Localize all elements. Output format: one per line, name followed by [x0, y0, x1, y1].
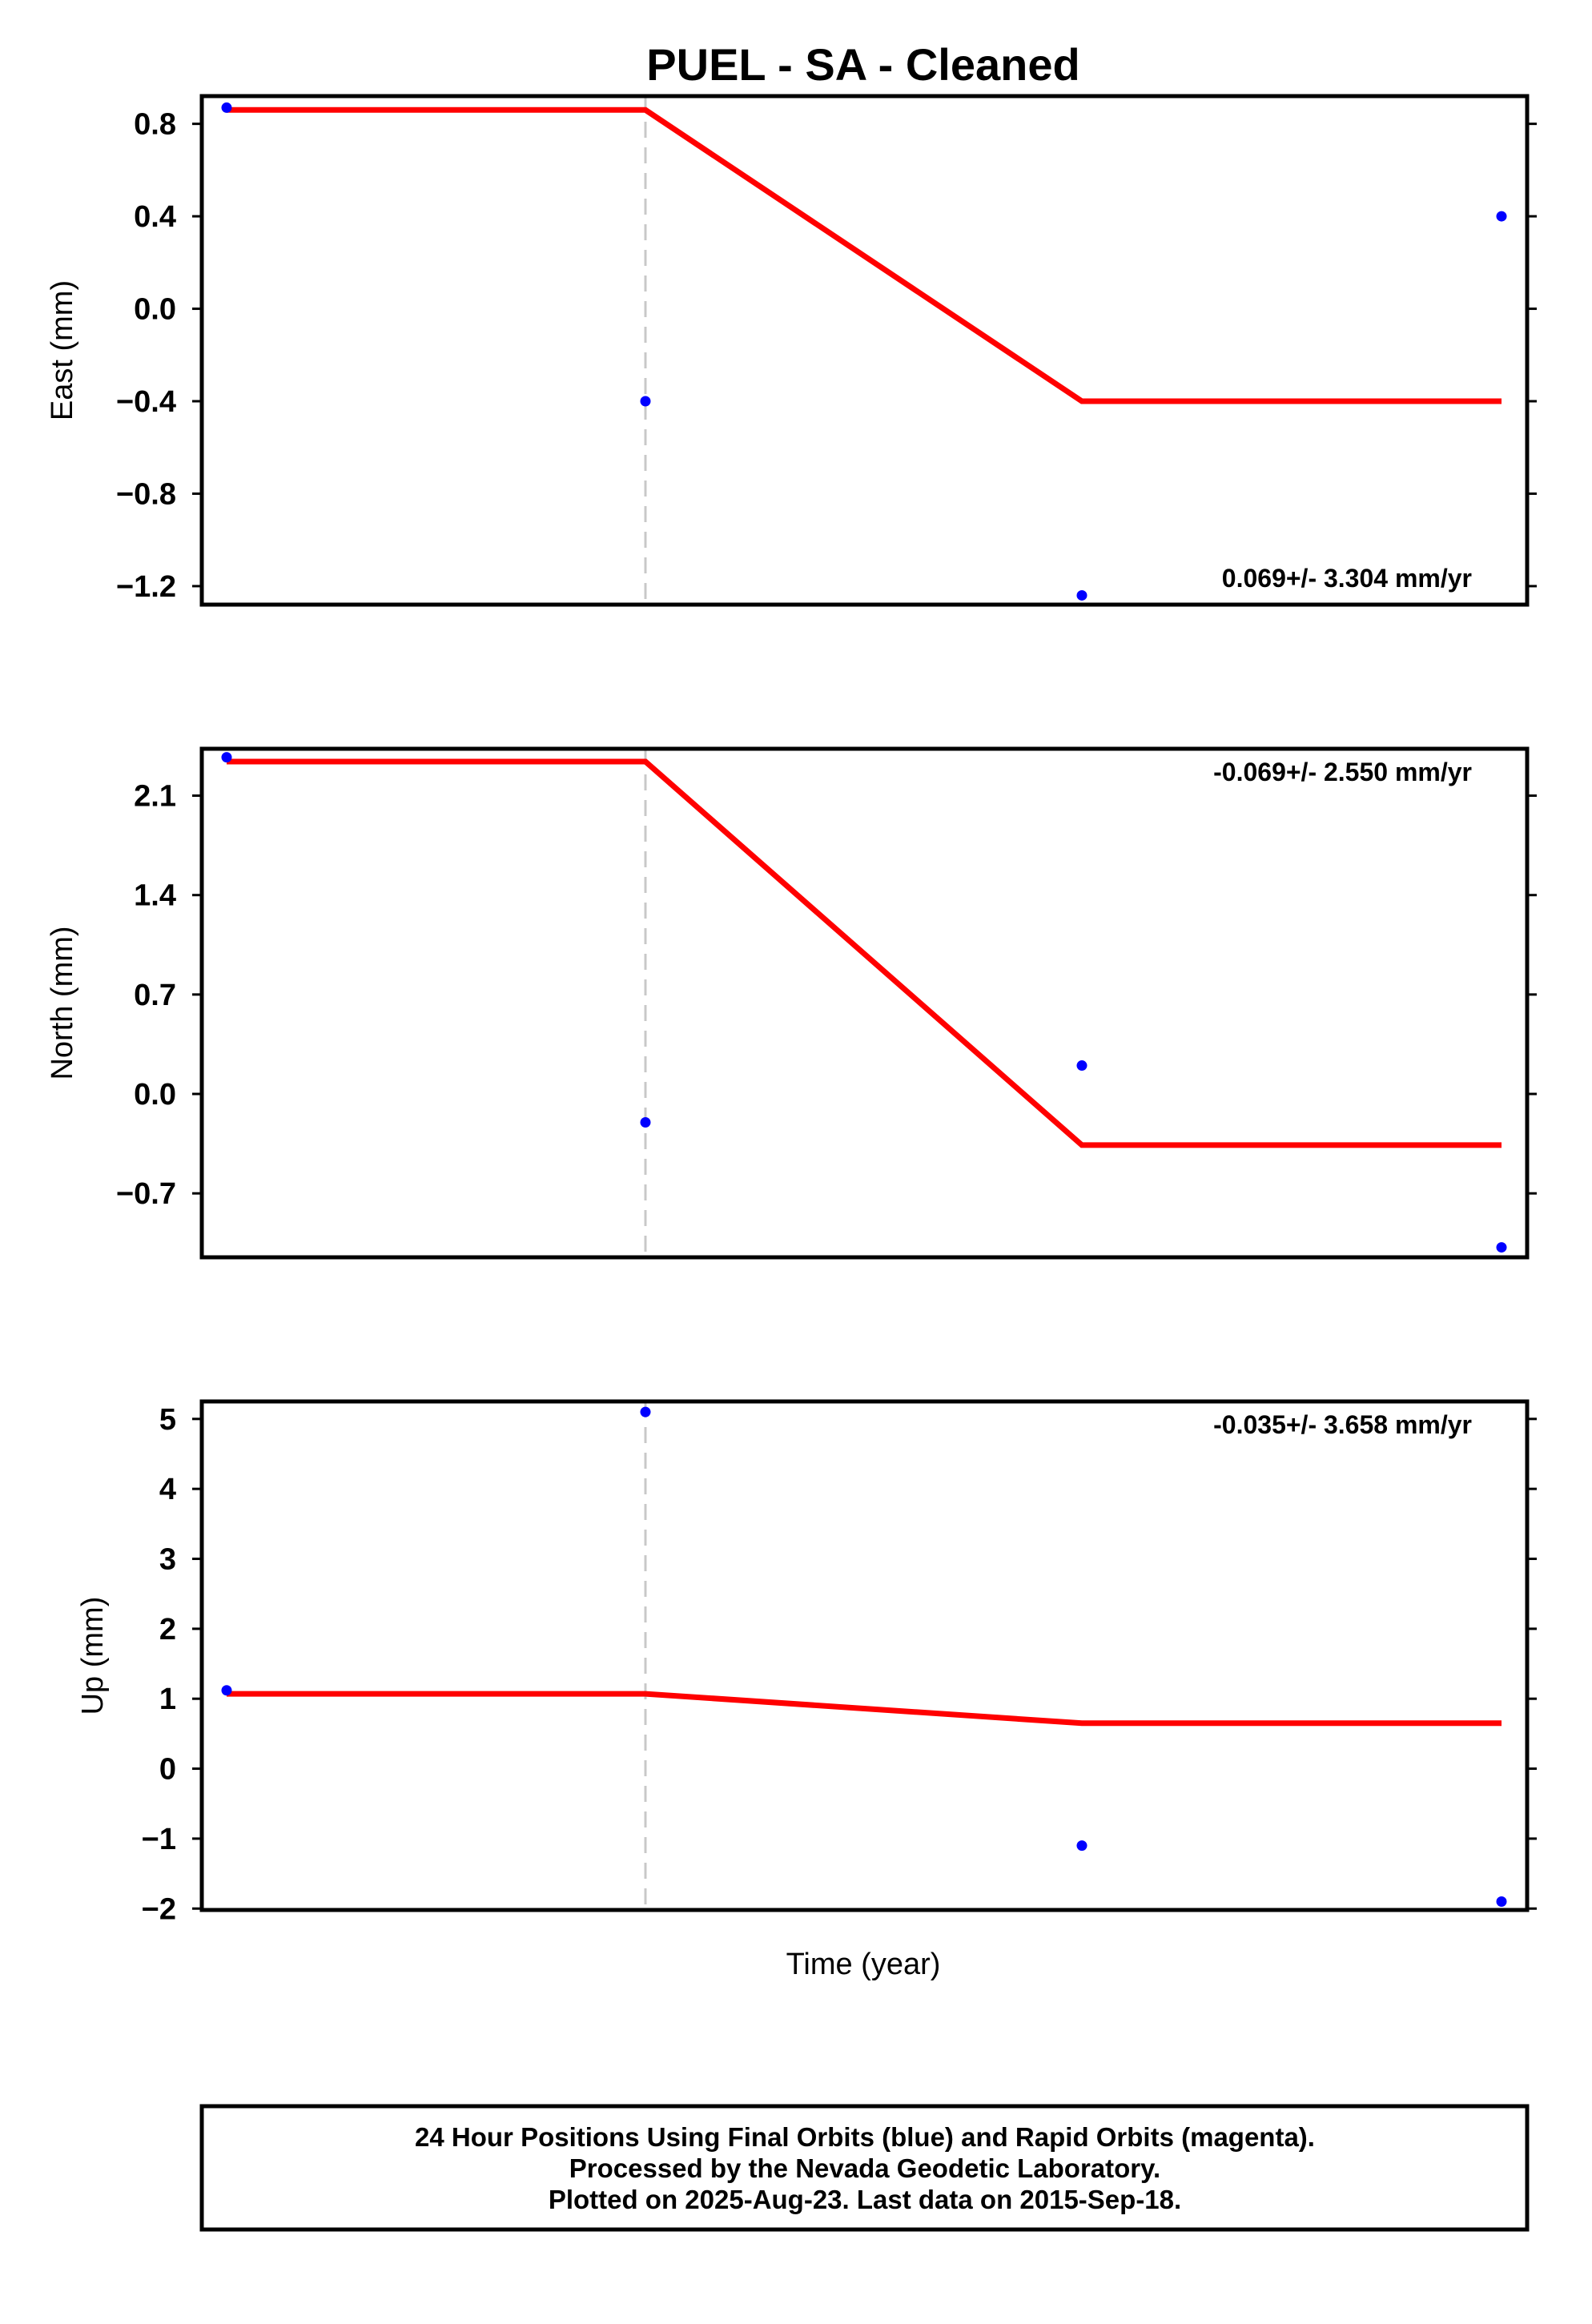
data-point: [640, 1116, 651, 1128]
data-point: [221, 752, 232, 763]
velocity-label: -0.069+/- 2.550 mm/yr: [1213, 758, 1472, 786]
fit-line: [227, 758, 1502, 1148]
footer-line-3: Plotted on 2025-Aug-23. Last data on 201…: [549, 2185, 1181, 2214]
footer-line-2: Processed by the Nevada Geodetic Laborat…: [569, 2153, 1160, 2183]
panel-1: 0.8 0.4 0.0 −0.4 −0.8 −1.2 0.069+/- 3.304 mm/y…: [46, 94, 1537, 607]
data-point: [1496, 211, 1507, 222]
data-point: [221, 1685, 232, 1696]
panel-frame: [199, 746, 1530, 1260]
footer-line-1: 24 Hour Positions Using Final Orbits (bl…: [415, 2122, 1315, 2152]
y-tick-label: 0: [159, 1753, 176, 1787]
panel-2: 2.1 1.4 0.7 0.0 −0.7 -0.069+/- 2.550 mm/yr Nor…: [46, 746, 1537, 1260]
panels-layer: 0.8 0.4 0.0 −0.4 −0.8 −1.2 0.069+/- 3.304 mm/y…: [46, 94, 1537, 1926]
fit-line: [227, 107, 1502, 404]
fit-line: [227, 1691, 1502, 1727]
y-tick-label: 2: [159, 1613, 176, 1647]
y-axis-label: North (mm): [46, 926, 79, 1080]
y-tick-label: 0.0: [134, 293, 176, 327]
y-tick-label: 0.8: [134, 108, 176, 142]
y-axis-label: East (mm): [46, 280, 79, 420]
y-tick-label: 0.0: [134, 1078, 176, 1112]
velocity-label: -0.035+/- 3.658 mm/yr: [1213, 1410, 1472, 1439]
y-tick-label: −0.7: [116, 1177, 176, 1211]
y-tick-label: 1: [159, 1683, 176, 1716]
velocity-label: 0.069+/- 3.304 mm/yr: [1222, 564, 1472, 593]
data-point: [1076, 1060, 1087, 1072]
data-point: [1076, 1840, 1087, 1852]
y-tick-label: −0.4: [116, 385, 176, 419]
y-tick-label: 0.4: [134, 200, 176, 234]
panel-3: 5 4 3 2 1 0 −1 −2 -0.035+/- 3.658 mm/yr Up (mm): [76, 1399, 1537, 1926]
y-tick-label: 0.7: [134, 979, 176, 1012]
footer-frame: [199, 2104, 1530, 2232]
y-tick-label: 3: [159, 1543, 176, 1577]
footer-box: 24 Hour Positions Using Final Orbits (bl…: [199, 2104, 1530, 2232]
y-axis-label: Up (mm): [76, 1597, 110, 1715]
x-axis-label: Time (year): [786, 1948, 941, 1981]
chart-title: PUEL - SA - Cleaned: [646, 39, 1079, 90]
panel-frame: [199, 1399, 1530, 1912]
y-tick-label: −1.2: [116, 570, 176, 604]
y-tick-label: 2.1: [134, 780, 176, 814]
data-point: [1496, 1896, 1507, 1908]
y-tick-label: −0.8: [116, 477, 176, 511]
y-tick-label: 4: [159, 1473, 176, 1506]
data-point: [1496, 1242, 1507, 1253]
data-point: [640, 1406, 651, 1417]
panel-frame: [199, 94, 1530, 607]
y-tick-label: 5: [159, 1403, 176, 1437]
data-point: [1076, 589, 1087, 601]
y-tick-label: 1.4: [134, 879, 176, 913]
y-tick-label: −1: [142, 1823, 176, 1856]
y-tick-label: −2: [142, 1892, 176, 1926]
data-point: [640, 396, 651, 407]
data-point: [221, 102, 232, 113]
